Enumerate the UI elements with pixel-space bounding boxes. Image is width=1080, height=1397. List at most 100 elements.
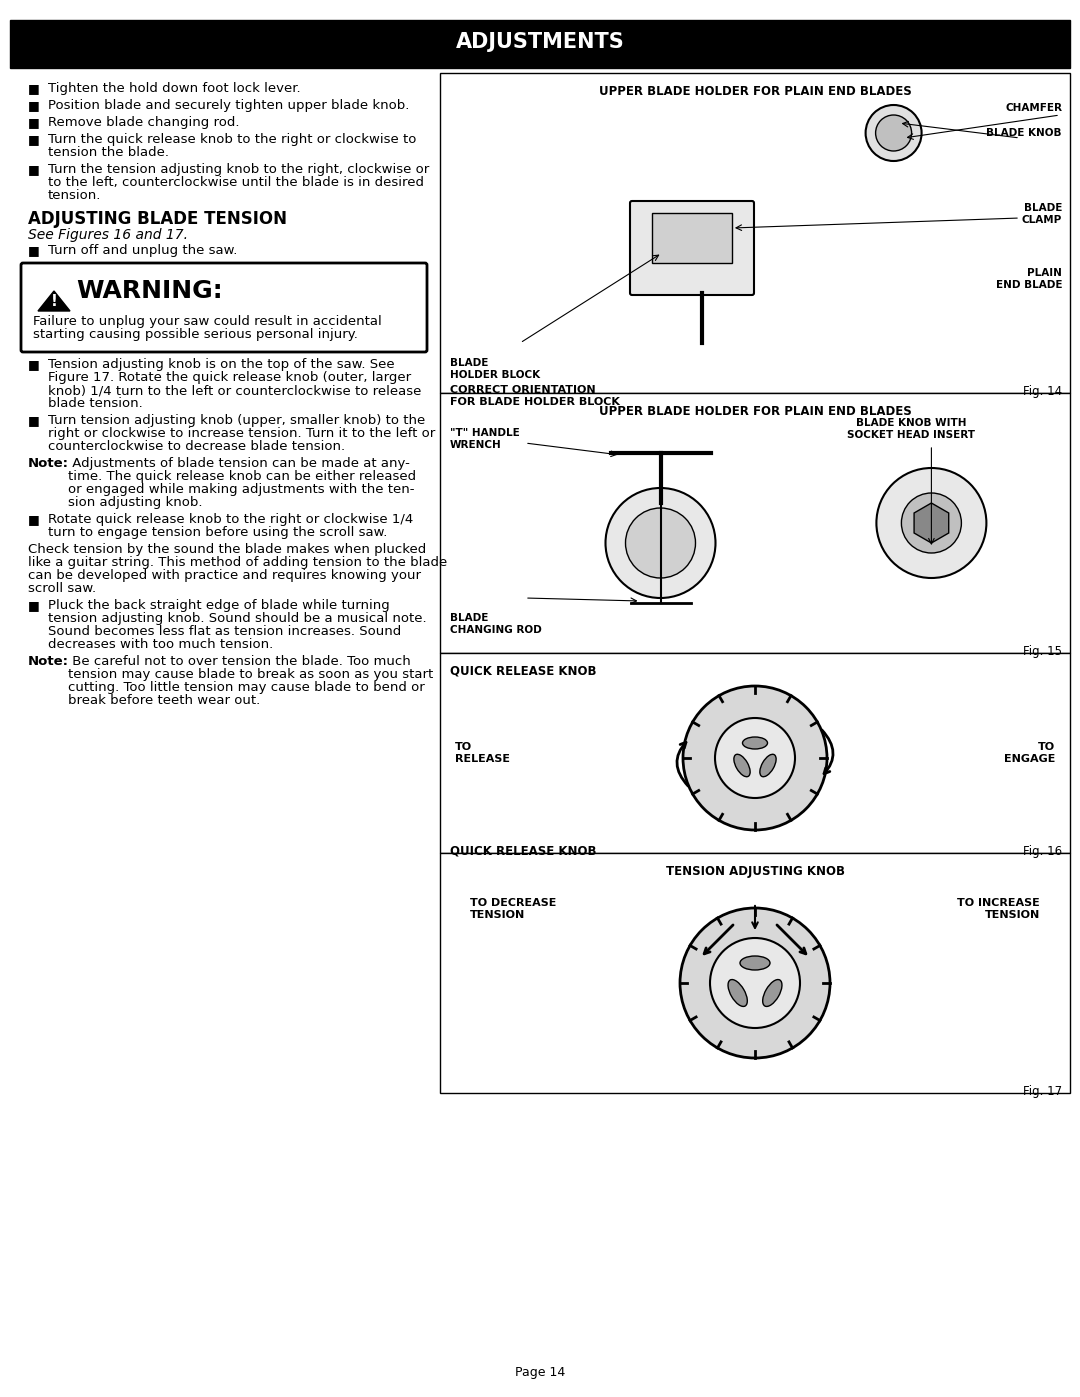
Text: Position blade and securely tighten upper blade knob.: Position blade and securely tighten uppe… [48, 99, 409, 112]
Text: !: ! [51, 293, 57, 309]
Ellipse shape [740, 956, 770, 970]
Text: BLADE
HOLDER BLOCK: BLADE HOLDER BLOCK [450, 358, 540, 380]
Text: time. The quick release knob can be either released: time. The quick release knob can be eith… [68, 469, 416, 483]
Text: ■: ■ [28, 244, 40, 257]
Ellipse shape [728, 979, 747, 1006]
Text: BLADE
CLAMP: BLADE CLAMP [1022, 203, 1062, 225]
Text: scroll saw.: scroll saw. [28, 583, 96, 595]
Ellipse shape [743, 738, 768, 749]
Text: ■: ■ [28, 99, 40, 112]
Text: WARNING:: WARNING: [76, 279, 222, 303]
Text: tension the blade.: tension the blade. [48, 147, 168, 159]
Text: QUICK RELEASE KNOB: QUICK RELEASE KNOB [450, 845, 596, 858]
Text: Check tension by the sound the blade makes when plucked: Check tension by the sound the blade mak… [28, 543, 427, 556]
Bar [10, 20, 1070, 68]
Text: Pluck the back straight edge of blade while turning: Pluck the back straight edge of blade wh… [48, 599, 390, 612]
Text: ■: ■ [28, 599, 40, 612]
FancyBboxPatch shape [630, 201, 754, 295]
Circle shape [606, 488, 715, 598]
Text: TO INCREASE
TENSION: TO INCREASE TENSION [957, 898, 1040, 919]
Text: See Figures 16 and 17.: See Figures 16 and 17. [28, 228, 188, 242]
Text: right or clockwise to increase tension. Turn it to the left or: right or clockwise to increase tension. … [48, 427, 435, 440]
Text: sion adjusting knob.: sion adjusting knob. [68, 496, 203, 509]
Text: ■: ■ [28, 82, 40, 95]
Circle shape [876, 468, 986, 578]
Text: Failure to unplug your saw could result in accidental: Failure to unplug your saw could result … [33, 314, 381, 328]
Text: BLADE KNOB: BLADE KNOB [986, 129, 1062, 138]
Text: Fig. 16: Fig. 16 [1023, 845, 1062, 858]
Circle shape [683, 686, 827, 830]
Text: Note:: Note: [28, 655, 69, 668]
Ellipse shape [762, 979, 782, 1006]
Circle shape [680, 908, 831, 1058]
Text: Tension adjusting knob is on the top of the saw. See: Tension adjusting knob is on the top of … [48, 358, 394, 372]
Bar [652, 212, 732, 263]
Text: ■: ■ [28, 358, 40, 372]
Text: Remove blade changing rod.: Remove blade changing rod. [48, 116, 240, 129]
Text: turn to engage tension before using the scroll saw.: turn to engage tension before using the … [48, 527, 388, 539]
Text: Tighten the hold down foot lock lever.: Tighten the hold down foot lock lever. [48, 82, 300, 95]
Text: Turn the quick release knob to the right or clockwise to: Turn the quick release knob to the right… [48, 133, 417, 147]
Bar [440, 652, 1070, 854]
Text: BLADE
CHANGING ROD: BLADE CHANGING ROD [450, 613, 542, 634]
Text: ■: ■ [28, 163, 40, 176]
Text: tension.: tension. [48, 189, 102, 203]
Text: cutting. Too little tension may cause blade to bend or: cutting. Too little tension may cause bl… [68, 680, 424, 694]
Text: TO
ENGAGE: TO ENGAGE [1003, 742, 1055, 764]
Text: Rotate quick release knob to the right or clockwise 1/4: Rotate quick release knob to the right o… [48, 513, 414, 527]
Text: ADJUSTING BLADE TENSION: ADJUSTING BLADE TENSION [28, 210, 287, 228]
Text: CHAMFER: CHAMFER [1005, 103, 1062, 113]
Text: Turn off and unplug the saw.: Turn off and unplug the saw. [48, 244, 238, 257]
Text: ■: ■ [28, 513, 40, 527]
Ellipse shape [760, 754, 777, 777]
Text: like a guitar string. This method of adding tension to the blade: like a guitar string. This method of add… [28, 556, 447, 569]
Text: counterclockwise to decrease blade tension.: counterclockwise to decrease blade tensi… [48, 440, 346, 453]
Bar [440, 393, 1070, 652]
Text: can be developed with practice and requires knowing your: can be developed with practice and requi… [28, 569, 421, 583]
Text: Turn tension adjusting knob (upper, smaller knob) to the: Turn tension adjusting knob (upper, smal… [48, 414, 426, 427]
Text: decreases with too much tension.: decreases with too much tension. [48, 638, 273, 651]
Text: TO DECREASE
TENSION: TO DECREASE TENSION [470, 898, 556, 919]
Text: ■: ■ [28, 116, 40, 129]
Text: Fig. 14: Fig. 14 [1023, 386, 1062, 398]
Text: Page 14: Page 14 [515, 1366, 565, 1379]
Text: Turn the tension adjusting knob to the right, clockwise or: Turn the tension adjusting knob to the r… [48, 163, 429, 176]
Text: Adjustments of blade tension can be made at any-: Adjustments of blade tension can be made… [68, 457, 410, 469]
Circle shape [715, 718, 795, 798]
Text: Fig. 15: Fig. 15 [1023, 645, 1062, 658]
Circle shape [710, 937, 800, 1028]
Text: QUICK RELEASE KNOB: QUICK RELEASE KNOB [450, 665, 596, 678]
Text: ■: ■ [28, 414, 40, 427]
Text: UPPER BLADE HOLDER FOR PLAIN END BLADES: UPPER BLADE HOLDER FOR PLAIN END BLADES [598, 405, 912, 418]
Text: TO
RELEASE: TO RELEASE [455, 742, 510, 764]
Text: Fig. 17: Fig. 17 [1023, 1085, 1062, 1098]
Polygon shape [38, 291, 70, 312]
Text: ADJUSTMENTS: ADJUSTMENTS [456, 32, 624, 52]
Text: PLAIN
END BLADE: PLAIN END BLADE [996, 268, 1062, 289]
Polygon shape [914, 503, 948, 543]
Ellipse shape [734, 754, 751, 777]
Text: break before teeth wear out.: break before teeth wear out. [68, 694, 260, 707]
Text: "T" HANDLE
WRENCH: "T" HANDLE WRENCH [450, 427, 519, 450]
Circle shape [902, 493, 961, 553]
Text: UPPER BLADE HOLDER FOR PLAIN END BLADES: UPPER BLADE HOLDER FOR PLAIN END BLADES [598, 85, 912, 98]
FancyBboxPatch shape [21, 263, 427, 352]
Text: CORRECT ORIENTATION
FOR BLADE HOLDER BLOCK: CORRECT ORIENTATION FOR BLADE HOLDER BLO… [450, 386, 620, 407]
Text: starting causing possible serious personal injury.: starting causing possible serious person… [33, 328, 357, 341]
Circle shape [625, 509, 696, 578]
Bar [440, 73, 1070, 393]
Text: or engaged while making adjustments with the ten-: or engaged while making adjustments with… [68, 483, 415, 496]
Circle shape [876, 115, 912, 151]
Text: BLADE KNOB WITH
SOCKET HEAD INSERT: BLADE KNOB WITH SOCKET HEAD INSERT [848, 418, 975, 440]
Circle shape [865, 105, 921, 161]
Text: tension may cause blade to break as soon as you start: tension may cause blade to break as soon… [68, 668, 433, 680]
Text: Be careful not to over tension the blade. Too much: Be careful not to over tension the blade… [68, 655, 410, 668]
Text: Figure 17. Rotate the quick release knob (outer, larger: Figure 17. Rotate the quick release knob… [48, 372, 411, 384]
Text: Note:: Note: [28, 457, 69, 469]
Text: Sound becomes less flat as tension increases. Sound: Sound becomes less flat as tension incre… [48, 624, 402, 638]
Bar [440, 854, 1070, 1092]
Text: knob) 1/4 turn to the left or counterclockwise to release: knob) 1/4 turn to the left or counterclo… [48, 384, 421, 397]
Text: ■: ■ [28, 133, 40, 147]
Text: tension adjusting knob. Sound should be a musical note.: tension adjusting knob. Sound should be … [48, 612, 427, 624]
Text: TENSION ADJUSTING KNOB: TENSION ADJUSTING KNOB [665, 865, 845, 877]
